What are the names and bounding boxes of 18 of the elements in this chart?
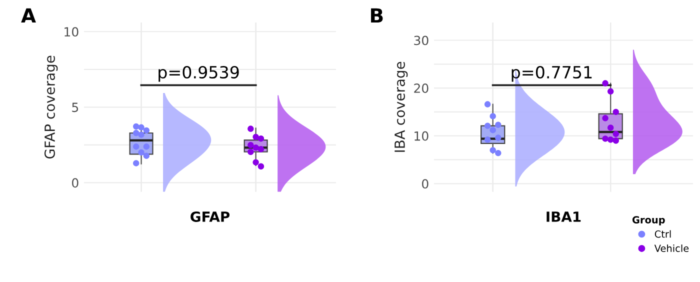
x-axis-title: GFAP <box>190 211 230 222</box>
chart-title: B <box>371 8 383 23</box>
legend-label: Vehicle <box>654 244 689 252</box>
y-tick-label: 5 <box>72 102 78 112</box>
y-axis-title: GFAP coverage <box>44 56 58 159</box>
y-axis-title: IBA coverage <box>394 62 408 152</box>
y-tick-label: 0 <box>72 178 78 188</box>
legend-title: Group <box>632 216 665 226</box>
y-tick-label: 30 <box>414 36 428 46</box>
legend-label: Ctrl <box>654 230 671 238</box>
annotation: p=0.9539 <box>158 66 239 82</box>
y-tick-label: 20 <box>414 84 428 93</box>
y-tick-label: 0 <box>422 179 428 189</box>
y-tick-label: 10 <box>64 27 78 37</box>
chart-title: A <box>21 8 36 23</box>
y-tick-label: 10 <box>414 131 428 141</box>
x-axis-title: IBA1 <box>546 212 581 222</box>
annotation: p=0.7751 <box>512 66 592 82</box>
